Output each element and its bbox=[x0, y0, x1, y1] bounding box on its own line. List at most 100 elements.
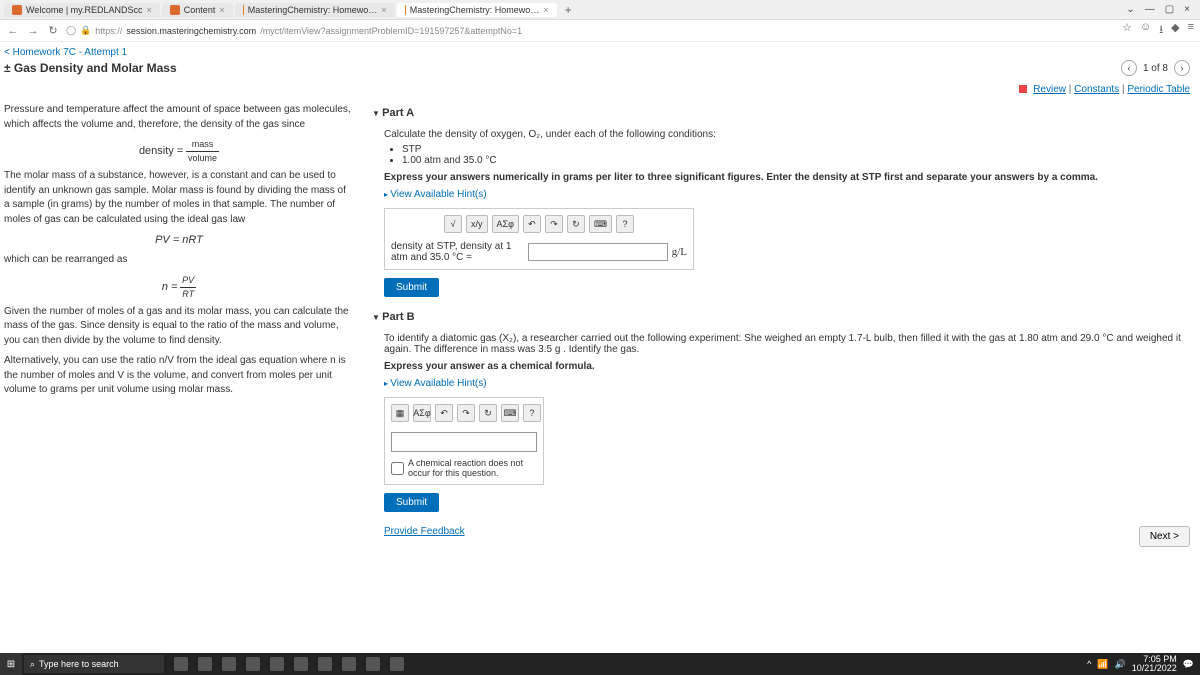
bookmark-icon[interactable]: ☆ bbox=[1122, 21, 1132, 40]
review-link[interactable]: Review bbox=[1033, 84, 1066, 95]
extension-icon[interactable]: ◆ bbox=[1171, 21, 1179, 40]
intro-p4: Given the number of moles of a gas and i… bbox=[4, 305, 354, 349]
maximize-icon[interactable]: ▢ bbox=[1165, 4, 1174, 15]
reset-button[interactable]: ↻ bbox=[479, 404, 497, 422]
forward-icon[interactable]: → bbox=[26, 25, 40, 37]
task-icon[interactable] bbox=[318, 657, 332, 671]
reader-icon[interactable]: ☺ bbox=[1140, 21, 1151, 40]
redo-button[interactable]: ↷ bbox=[545, 215, 563, 233]
back-icon[interactable]: ← bbox=[6, 25, 20, 37]
site-icon bbox=[405, 5, 406, 15]
part-a-bullet: STP bbox=[402, 144, 1190, 155]
minimize-icon[interactable]: — bbox=[1145, 4, 1155, 15]
site-icon bbox=[243, 5, 244, 15]
tab-1[interactable]: Content× bbox=[162, 3, 233, 17]
part-a-answer-label: density at STP, density at 1 atm and 35.… bbox=[391, 241, 524, 263]
submit-b-button[interactable]: Submit bbox=[384, 493, 439, 512]
part-b-instructions: Express your answer as a chemical formul… bbox=[384, 361, 1190, 372]
tab-label: MasteringChemistry: Homewo… bbox=[410, 5, 540, 15]
task-icon[interactable] bbox=[222, 657, 236, 671]
lock-icon: 🔒 bbox=[80, 25, 91, 36]
part-b-lead: To identify a diatomic gas (X₂), a resea… bbox=[384, 333, 1190, 355]
part-a-instructions: Express your answers numerically in gram… bbox=[384, 172, 1190, 183]
next-button[interactable]: Next > bbox=[1139, 526, 1190, 547]
task-icon[interactable] bbox=[342, 657, 356, 671]
intro-p1: Pressure and temperature affect the amou… bbox=[4, 103, 354, 132]
tray-icon[interactable]: ^ bbox=[1087, 659, 1091, 669]
site-icon bbox=[170, 5, 180, 15]
close-icon[interactable]: × bbox=[543, 5, 548, 15]
intro-p2: The molar mass of a substance, however, … bbox=[4, 169, 354, 227]
symbols-button[interactable]: ΑΣφ bbox=[492, 215, 519, 233]
task-icon[interactable] bbox=[390, 657, 404, 671]
help-button[interactable]: ? bbox=[523, 404, 541, 422]
sqrt-button[interactable]: √ bbox=[444, 215, 462, 233]
tab-2[interactable]: MasteringChemistry: Homewo…× bbox=[235, 3, 395, 17]
template-button[interactable]: ▦ bbox=[391, 404, 409, 422]
hints-toggle[interactable]: View Available Hint(s) bbox=[384, 378, 1190, 389]
search-icon: ⌕ bbox=[30, 659, 35, 670]
site-icon bbox=[12, 5, 22, 15]
notification-icon[interactable]: 💬 bbox=[1183, 659, 1194, 670]
menu-icon[interactable]: ≡ bbox=[1188, 21, 1194, 40]
undo-button[interactable]: ↶ bbox=[435, 404, 453, 422]
part-a-bullet: 1.00 atm and 35.0 °C bbox=[402, 155, 1190, 166]
task-icon[interactable] bbox=[246, 657, 260, 671]
fraction-button[interactable]: x/y bbox=[466, 215, 488, 233]
url-bar[interactable]: ◯ 🔒 https://session.masteringchemistry.c… bbox=[66, 25, 1116, 36]
url-host: session.masteringchemistry.com bbox=[126, 26, 256, 36]
task-icon[interactable] bbox=[174, 657, 188, 671]
next-page-button[interactable]: › bbox=[1174, 60, 1190, 76]
prev-page-button[interactable]: ‹ bbox=[1121, 60, 1137, 76]
tab-label: Content bbox=[184, 5, 216, 15]
page-title: ± Gas Density and Molar Mass bbox=[4, 61, 177, 75]
part-b-input[interactable] bbox=[391, 432, 537, 452]
part-a-unit: g/L bbox=[672, 246, 687, 258]
periodic-table-link[interactable]: Periodic Table bbox=[1127, 84, 1190, 95]
taskbar-search[interactable]: ⌕Type here to search bbox=[24, 655, 164, 673]
breadcrumb[interactable]: Homework 7C - Attempt 1 bbox=[4, 47, 127, 58]
keyboard-button[interactable]: ⌨ bbox=[501, 404, 519, 422]
submit-a-button[interactable]: Submit bbox=[384, 278, 439, 297]
help-button[interactable]: ? bbox=[616, 215, 634, 233]
chevron-down-icon[interactable]: ⌄ bbox=[1126, 4, 1134, 15]
part-a-header[interactable]: Part A bbox=[372, 107, 1190, 119]
start-button[interactable]: ⊞ bbox=[0, 653, 22, 675]
close-window-icon[interactable]: × bbox=[1184, 4, 1190, 15]
reload-icon[interactable]: ↻ bbox=[46, 24, 60, 37]
download-icon[interactable]: ⭳ bbox=[1159, 21, 1163, 40]
flag-icon[interactable] bbox=[1019, 85, 1027, 93]
provide-feedback-link[interactable]: Provide Feedback bbox=[384, 526, 465, 547]
task-icon[interactable] bbox=[198, 657, 212, 671]
task-icon[interactable] bbox=[366, 657, 380, 671]
url-scheme: https:// bbox=[95, 26, 122, 36]
symbols-button[interactable]: ΑΣφ bbox=[413, 404, 431, 422]
part-a-answer-box: √ x/y ΑΣφ ↶ ↷ ↻ ⌨ ? density at STP, dens… bbox=[384, 208, 694, 270]
tab-label: MasteringChemistry: Homewo… bbox=[248, 5, 378, 15]
reset-button[interactable]: ↻ bbox=[567, 215, 585, 233]
no-reaction-checkbox[interactable] bbox=[391, 462, 404, 475]
sound-icon[interactable]: 🔊 bbox=[1115, 659, 1126, 670]
intro-p5: Alternatively, you can use the ratio n/V… bbox=[4, 354, 354, 398]
hints-toggle[interactable]: View Available Hint(s) bbox=[384, 189, 1190, 200]
no-reaction-label: A chemical reaction does not occur for t… bbox=[408, 458, 537, 478]
task-icon[interactable] bbox=[294, 657, 308, 671]
close-icon[interactable]: × bbox=[219, 5, 224, 15]
clock[interactable]: 7:05 PM 10/21/2022 bbox=[1132, 655, 1177, 673]
keyboard-button[interactable]: ⌨ bbox=[589, 215, 612, 233]
wifi-icon[interactable]: 📶 bbox=[1097, 659, 1108, 670]
close-icon[interactable]: × bbox=[381, 5, 386, 15]
new-tab-button[interactable]: + bbox=[559, 3, 578, 17]
undo-button[interactable]: ↶ bbox=[523, 215, 541, 233]
close-icon[interactable]: × bbox=[147, 5, 152, 15]
intro-p3: which can be rearranged as bbox=[4, 253, 354, 268]
tab-3[interactable]: MasteringChemistry: Homewo…× bbox=[397, 3, 557, 17]
part-a-input[interactable] bbox=[528, 243, 668, 261]
task-icon[interactable] bbox=[270, 657, 284, 671]
tab-0[interactable]: Welcome | my.REDLANDScc× bbox=[4, 3, 160, 17]
part-b-header[interactable]: Part B bbox=[372, 311, 1190, 323]
url-path: /myct/itemView?assignmentProblemID=19159… bbox=[260, 26, 522, 36]
constants-link[interactable]: Constants bbox=[1074, 84, 1119, 95]
part-b-answer-box: ▦ ΑΣφ ↶ ↷ ↻ ⌨ ? A chemical reaction does… bbox=[384, 397, 544, 485]
redo-button[interactable]: ↷ bbox=[457, 404, 475, 422]
